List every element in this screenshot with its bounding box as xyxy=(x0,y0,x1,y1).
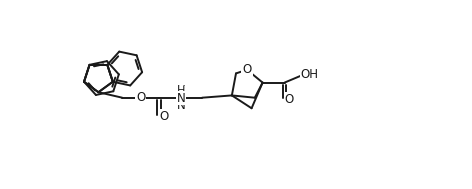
Text: O: O xyxy=(285,93,294,106)
Text: O: O xyxy=(136,91,145,104)
Text: O: O xyxy=(243,63,252,76)
Text: N: N xyxy=(177,92,185,105)
Text: H
N: H N xyxy=(177,84,185,112)
Text: O: O xyxy=(159,110,168,122)
Text: H: H xyxy=(177,86,185,96)
Text: OH: OH xyxy=(301,68,319,81)
